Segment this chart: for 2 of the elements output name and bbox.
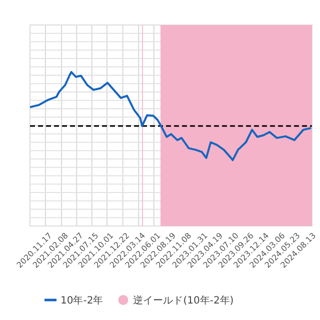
- legend-label: 10年-2年: [60, 294, 104, 306]
- legend-label: 逆イールド(10年-2年): [133, 294, 234, 306]
